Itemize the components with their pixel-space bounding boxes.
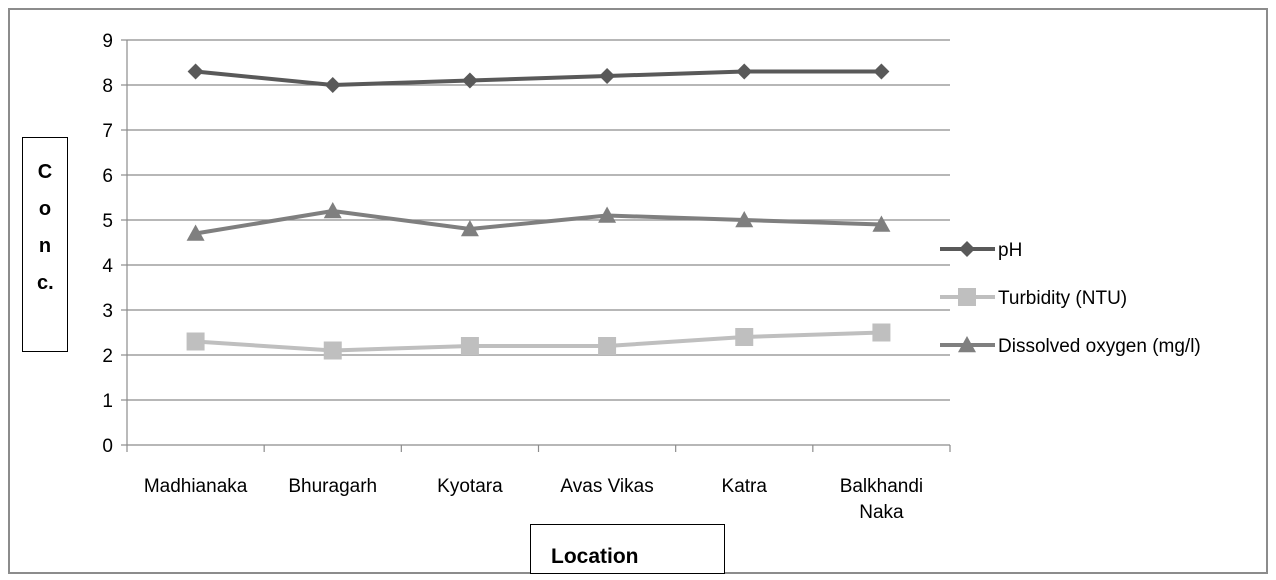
y-tick-label: 5 [102, 211, 113, 232]
data-point [873, 63, 890, 80]
legend-marker [958, 288, 976, 306]
y-tick-label: 3 [102, 301, 113, 322]
series-square [186, 323, 891, 360]
series [186, 63, 891, 360]
data-point [735, 211, 754, 228]
y-tick-label: 0 [102, 436, 113, 457]
data-point [187, 63, 204, 80]
data-point [598, 206, 617, 223]
data-point [460, 220, 479, 237]
legend: pH Turbidity (NTU) Dissolved oxygen (mg/l) [940, 240, 1201, 357]
data-point [736, 63, 753, 80]
series-line [195, 330, 882, 353]
x-tick-label: Bhuragarh [288, 476, 377, 497]
data-point [872, 323, 891, 342]
data-point [461, 72, 478, 89]
series-line [195, 209, 882, 236]
x-tick-label: Madhianaka [144, 476, 248, 497]
x-axis-label-box: Location [530, 524, 725, 574]
data-point [324, 77, 341, 93]
data-point [735, 328, 754, 346]
y-tick-label: 4 [102, 256, 113, 277]
x-tick-label: Avas Vikas [560, 476, 653, 497]
data-point [872, 215, 891, 232]
y-tick-label: 1 [102, 391, 113, 412]
y-tick-label: 9 [102, 31, 113, 52]
series-triangle [186, 202, 891, 241]
x-axis-label: Location [551, 545, 639, 568]
legend-entry: Turbidity (NTU) [940, 288, 1127, 309]
data-point [460, 337, 479, 355]
legend-marker [959, 241, 975, 257]
legend-marker [958, 336, 976, 353]
y-axis-label-box: Conc. [22, 137, 68, 352]
series-line [195, 69, 882, 87]
series-diamond [187, 63, 890, 93]
legend-label: Dissolved oxygen (mg/l) [998, 336, 1201, 357]
legend-label: pH [998, 240, 1022, 261]
x-tick-label: Kyotara [437, 476, 503, 497]
legend-entry: Dissolved oxygen (mg/l) [940, 336, 1201, 357]
y-axis-label: Conc. [37, 161, 54, 294]
x-tick-label: Katra [722, 476, 768, 497]
legend-entry: pH [940, 240, 1022, 261]
data-point [598, 337, 617, 355]
data-point [186, 224, 205, 241]
x-tick-label: Balkhandi Naka [840, 476, 923, 523]
axes: 0 1 2 3 4 5 6 7 8 9 Madhianaka Bhuragarh Kyotara Avas… [102, 31, 951, 523]
legend-label: Turbidity (NTU) [998, 288, 1127, 309]
data-point [599, 68, 616, 84]
data-point [323, 202, 342, 219]
gridlines [127, 39, 950, 401]
y-tick-label: 7 [102, 121, 113, 142]
y-tick-label: 8 [102, 76, 113, 97]
y-tick-label: 2 [102, 346, 113, 367]
data-point [186, 332, 205, 351]
data-point [323, 341, 342, 360]
y-tick-label: 6 [102, 166, 113, 187]
